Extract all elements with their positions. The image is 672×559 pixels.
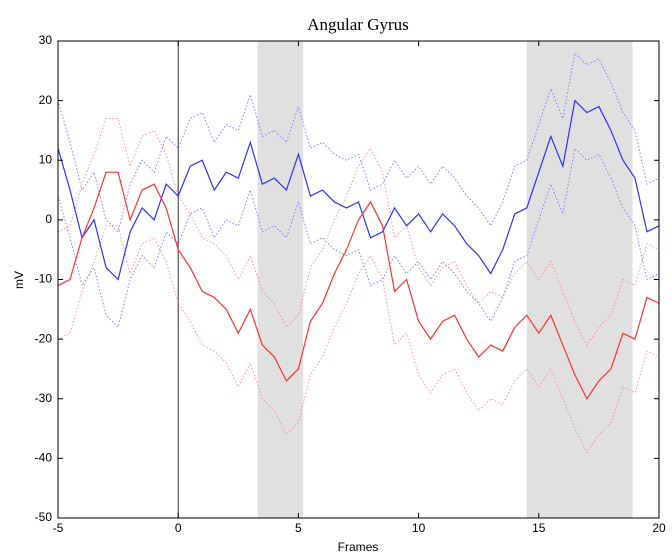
x-tick-label: -5 xyxy=(53,521,64,535)
x-tick-label: 0 xyxy=(175,521,182,535)
x-tick-label: 20 xyxy=(652,521,666,535)
band-line xyxy=(57,225,660,454)
y-tick-label: 30 xyxy=(39,33,53,47)
x-tick-label: 5 xyxy=(295,521,302,535)
shaded-region xyxy=(526,41,633,518)
x-axis-label: Frames xyxy=(338,540,379,554)
y-tick-label: -50 xyxy=(35,510,53,524)
y-tick-label: -40 xyxy=(35,451,53,465)
series-line xyxy=(57,171,660,400)
shaded-region xyxy=(257,41,304,518)
y-tick-label: 0 xyxy=(45,212,52,226)
band-line xyxy=(57,118,660,347)
y-tick-label: -10 xyxy=(35,272,53,286)
series-line xyxy=(57,99,660,281)
y-tick-label: -20 xyxy=(35,331,53,345)
x-tick-label: 10 xyxy=(412,521,426,535)
y-axis-label: mV xyxy=(12,271,26,289)
band-line xyxy=(57,147,660,329)
chart-title: Angular Gyrus xyxy=(307,15,409,34)
y-tick-label: -30 xyxy=(35,391,53,405)
x-tick-label: 15 xyxy=(532,521,546,535)
band-line xyxy=(57,51,660,233)
y-tick-label: 20 xyxy=(39,93,53,107)
y-tick-label: 10 xyxy=(39,152,53,166)
